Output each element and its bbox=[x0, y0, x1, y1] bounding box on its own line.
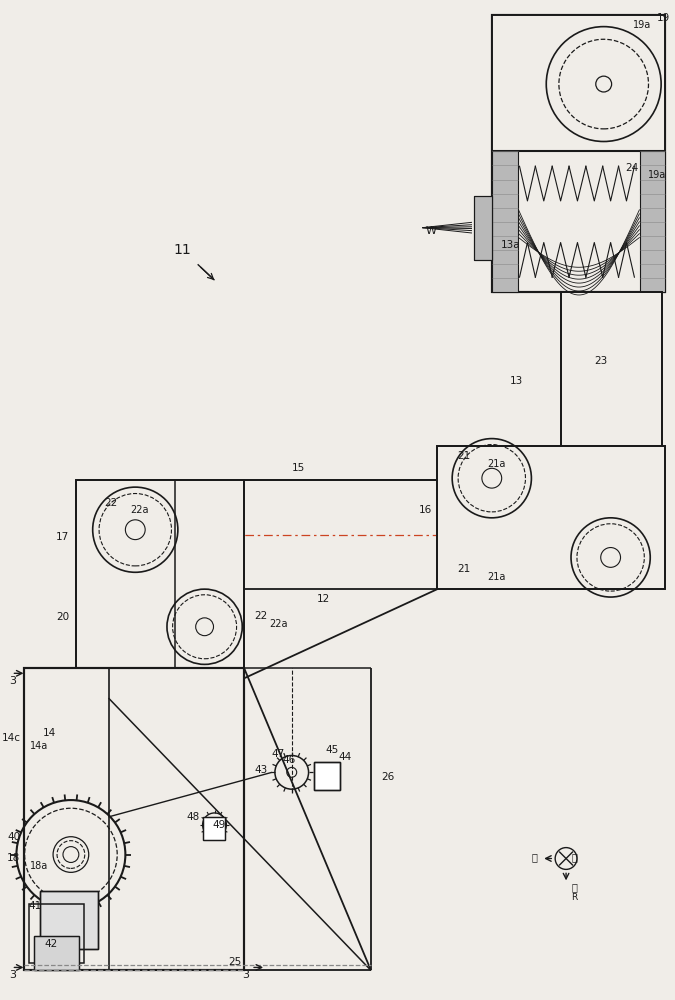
Text: 19a: 19a bbox=[648, 170, 666, 180]
Bar bbox=[437, 446, 665, 589]
Bar bbox=[437, 446, 665, 589]
Text: 12: 12 bbox=[317, 594, 330, 604]
Bar bbox=[76, 480, 244, 678]
Text: 22: 22 bbox=[104, 498, 117, 508]
Bar bbox=[40, 891, 98, 949]
Bar bbox=[24, 668, 244, 970]
Text: 3: 3 bbox=[9, 676, 16, 686]
Bar bbox=[492, 15, 665, 292]
Text: 20: 20 bbox=[56, 612, 69, 622]
Text: 18: 18 bbox=[7, 853, 20, 863]
Text: 47: 47 bbox=[271, 749, 285, 759]
Text: 15: 15 bbox=[292, 463, 305, 473]
Text: 42: 42 bbox=[44, 939, 57, 949]
Text: 11: 11 bbox=[174, 243, 192, 257]
Circle shape bbox=[53, 837, 88, 872]
Text: 14a: 14a bbox=[30, 741, 49, 751]
Bar bbox=[24, 668, 244, 970]
Text: R: R bbox=[571, 893, 577, 902]
Text: 43: 43 bbox=[254, 765, 268, 775]
Bar bbox=[202, 817, 225, 840]
Bar bbox=[34, 936, 79, 970]
Text: 41: 41 bbox=[28, 901, 42, 911]
Text: 14: 14 bbox=[43, 728, 57, 738]
Bar bbox=[34, 936, 79, 970]
Text: 22: 22 bbox=[254, 611, 267, 621]
Text: 上: 上 bbox=[571, 853, 577, 863]
Bar bbox=[313, 762, 340, 790]
Text: 48: 48 bbox=[186, 812, 200, 822]
Text: 21: 21 bbox=[457, 451, 470, 461]
Text: 13: 13 bbox=[510, 376, 524, 386]
Text: 25: 25 bbox=[228, 957, 241, 967]
Text: 40: 40 bbox=[7, 832, 20, 842]
Text: 18a: 18a bbox=[30, 861, 49, 871]
Text: 45: 45 bbox=[325, 745, 339, 755]
Bar bbox=[474, 196, 492, 260]
Bar bbox=[561, 292, 662, 446]
Text: 3: 3 bbox=[9, 970, 16, 980]
Text: 21a: 21a bbox=[487, 459, 505, 469]
Text: 23: 23 bbox=[594, 356, 608, 366]
Text: 3: 3 bbox=[242, 970, 249, 980]
Text: 44: 44 bbox=[338, 752, 352, 762]
Text: 16: 16 bbox=[419, 505, 433, 515]
Bar bbox=[492, 15, 665, 292]
Text: 26: 26 bbox=[381, 772, 394, 782]
Text: 19a: 19a bbox=[633, 20, 651, 30]
Text: 14c: 14c bbox=[1, 733, 20, 743]
Text: 46: 46 bbox=[282, 755, 296, 765]
Text: 17: 17 bbox=[55, 532, 69, 542]
Text: 後: 後 bbox=[571, 882, 577, 892]
Bar bbox=[492, 15, 665, 151]
Bar bbox=[641, 151, 665, 292]
Text: 22a: 22a bbox=[269, 619, 288, 629]
Text: 21a: 21a bbox=[487, 572, 505, 582]
Bar bbox=[29, 904, 84, 963]
Bar bbox=[492, 15, 665, 151]
Text: 49: 49 bbox=[213, 820, 225, 830]
Bar bbox=[40, 891, 98, 949]
Text: 22a: 22a bbox=[130, 505, 148, 515]
Text: 13a: 13a bbox=[501, 240, 520, 250]
Text: W: W bbox=[425, 226, 436, 236]
Bar bbox=[561, 292, 662, 446]
Bar bbox=[313, 762, 340, 790]
Bar bbox=[76, 480, 244, 678]
Bar bbox=[474, 196, 492, 260]
Text: 24: 24 bbox=[625, 163, 639, 173]
Text: 左: 左 bbox=[531, 853, 537, 863]
Bar bbox=[202, 817, 225, 840]
Text: 21: 21 bbox=[457, 564, 470, 574]
Bar bbox=[492, 151, 518, 292]
Text: 19: 19 bbox=[657, 13, 670, 23]
